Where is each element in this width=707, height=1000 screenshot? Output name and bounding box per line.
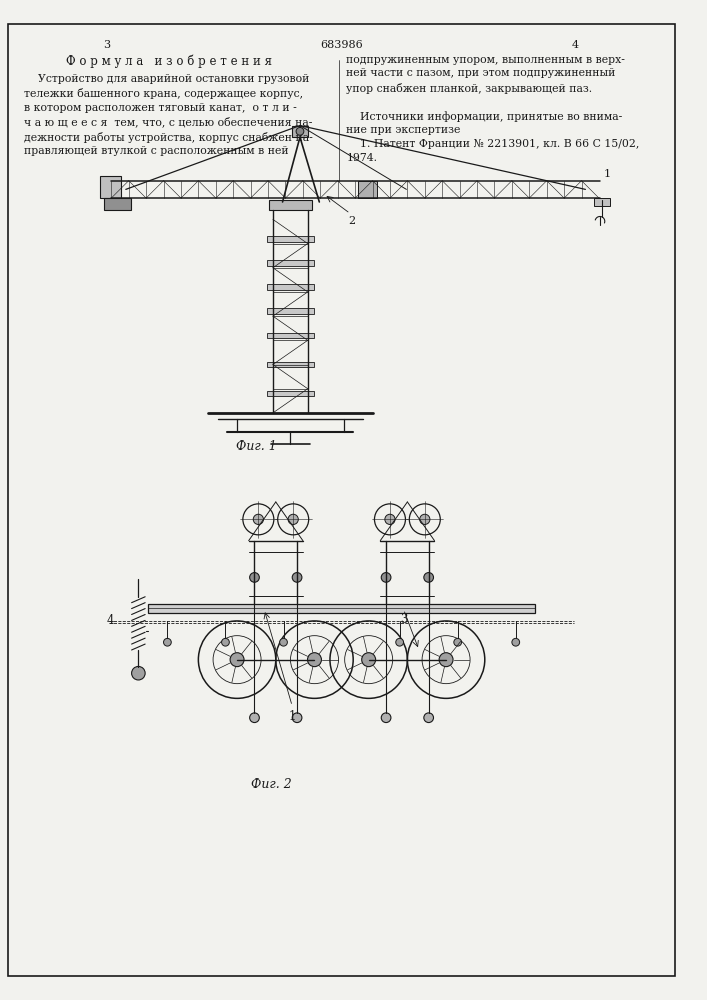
Bar bbox=[267, 391, 313, 396]
Text: подпружиненным упором, выполненным в верх-
ней части с пазом, при этом подпружин: подпружиненным упором, выполненным в вер… bbox=[346, 55, 640, 163]
Circle shape bbox=[250, 713, 259, 723]
Bar bbox=[267, 260, 313, 266]
Circle shape bbox=[308, 653, 322, 667]
Text: 3: 3 bbox=[399, 613, 407, 626]
Bar bbox=[267, 236, 313, 242]
Circle shape bbox=[512, 638, 520, 646]
Circle shape bbox=[292, 713, 302, 723]
Bar bbox=[100, 176, 121, 198]
Bar bbox=[267, 333, 313, 338]
Circle shape bbox=[381, 713, 391, 723]
Text: 4: 4 bbox=[572, 40, 579, 50]
Text: 1: 1 bbox=[604, 169, 611, 179]
Text: 4: 4 bbox=[107, 614, 115, 627]
Text: Ф о р м у л а   и з о б р е т е н и я: Ф о р м у л а и з о б р е т е н и я bbox=[66, 55, 272, 68]
Circle shape bbox=[454, 638, 462, 646]
Circle shape bbox=[132, 666, 145, 680]
Bar bbox=[269, 200, 312, 210]
Circle shape bbox=[420, 514, 430, 524]
Circle shape bbox=[296, 127, 304, 135]
Bar bbox=[358, 181, 378, 198]
Circle shape bbox=[230, 653, 244, 667]
Text: Фиг. 2: Фиг. 2 bbox=[250, 778, 291, 791]
Circle shape bbox=[288, 514, 298, 524]
Circle shape bbox=[292, 573, 302, 582]
Text: 1: 1 bbox=[288, 710, 296, 723]
Circle shape bbox=[385, 514, 395, 524]
Text: 2: 2 bbox=[349, 216, 356, 226]
Bar bbox=[267, 284, 313, 290]
Bar bbox=[148, 604, 535, 613]
Bar bbox=[594, 198, 609, 206]
Circle shape bbox=[381, 573, 391, 582]
Circle shape bbox=[423, 573, 433, 582]
Text: 3: 3 bbox=[103, 40, 110, 50]
Text: Фиг. 1: Фиг. 1 bbox=[236, 440, 277, 453]
Circle shape bbox=[163, 638, 171, 646]
Bar bbox=[103, 198, 131, 210]
Circle shape bbox=[253, 514, 264, 524]
Bar bbox=[267, 308, 313, 314]
Circle shape bbox=[280, 638, 287, 646]
Bar bbox=[267, 362, 313, 367]
Circle shape bbox=[439, 653, 453, 667]
Bar bbox=[292, 126, 308, 137]
Text: 683986: 683986 bbox=[320, 40, 363, 50]
Circle shape bbox=[423, 713, 433, 723]
Circle shape bbox=[362, 653, 375, 667]
Text: Устройство для аварийной остановки грузовой
тележки башенного крана, содержащее : Устройство для аварийной остановки грузо… bbox=[24, 74, 313, 156]
Circle shape bbox=[396, 638, 404, 646]
Circle shape bbox=[221, 638, 229, 646]
Circle shape bbox=[250, 573, 259, 582]
